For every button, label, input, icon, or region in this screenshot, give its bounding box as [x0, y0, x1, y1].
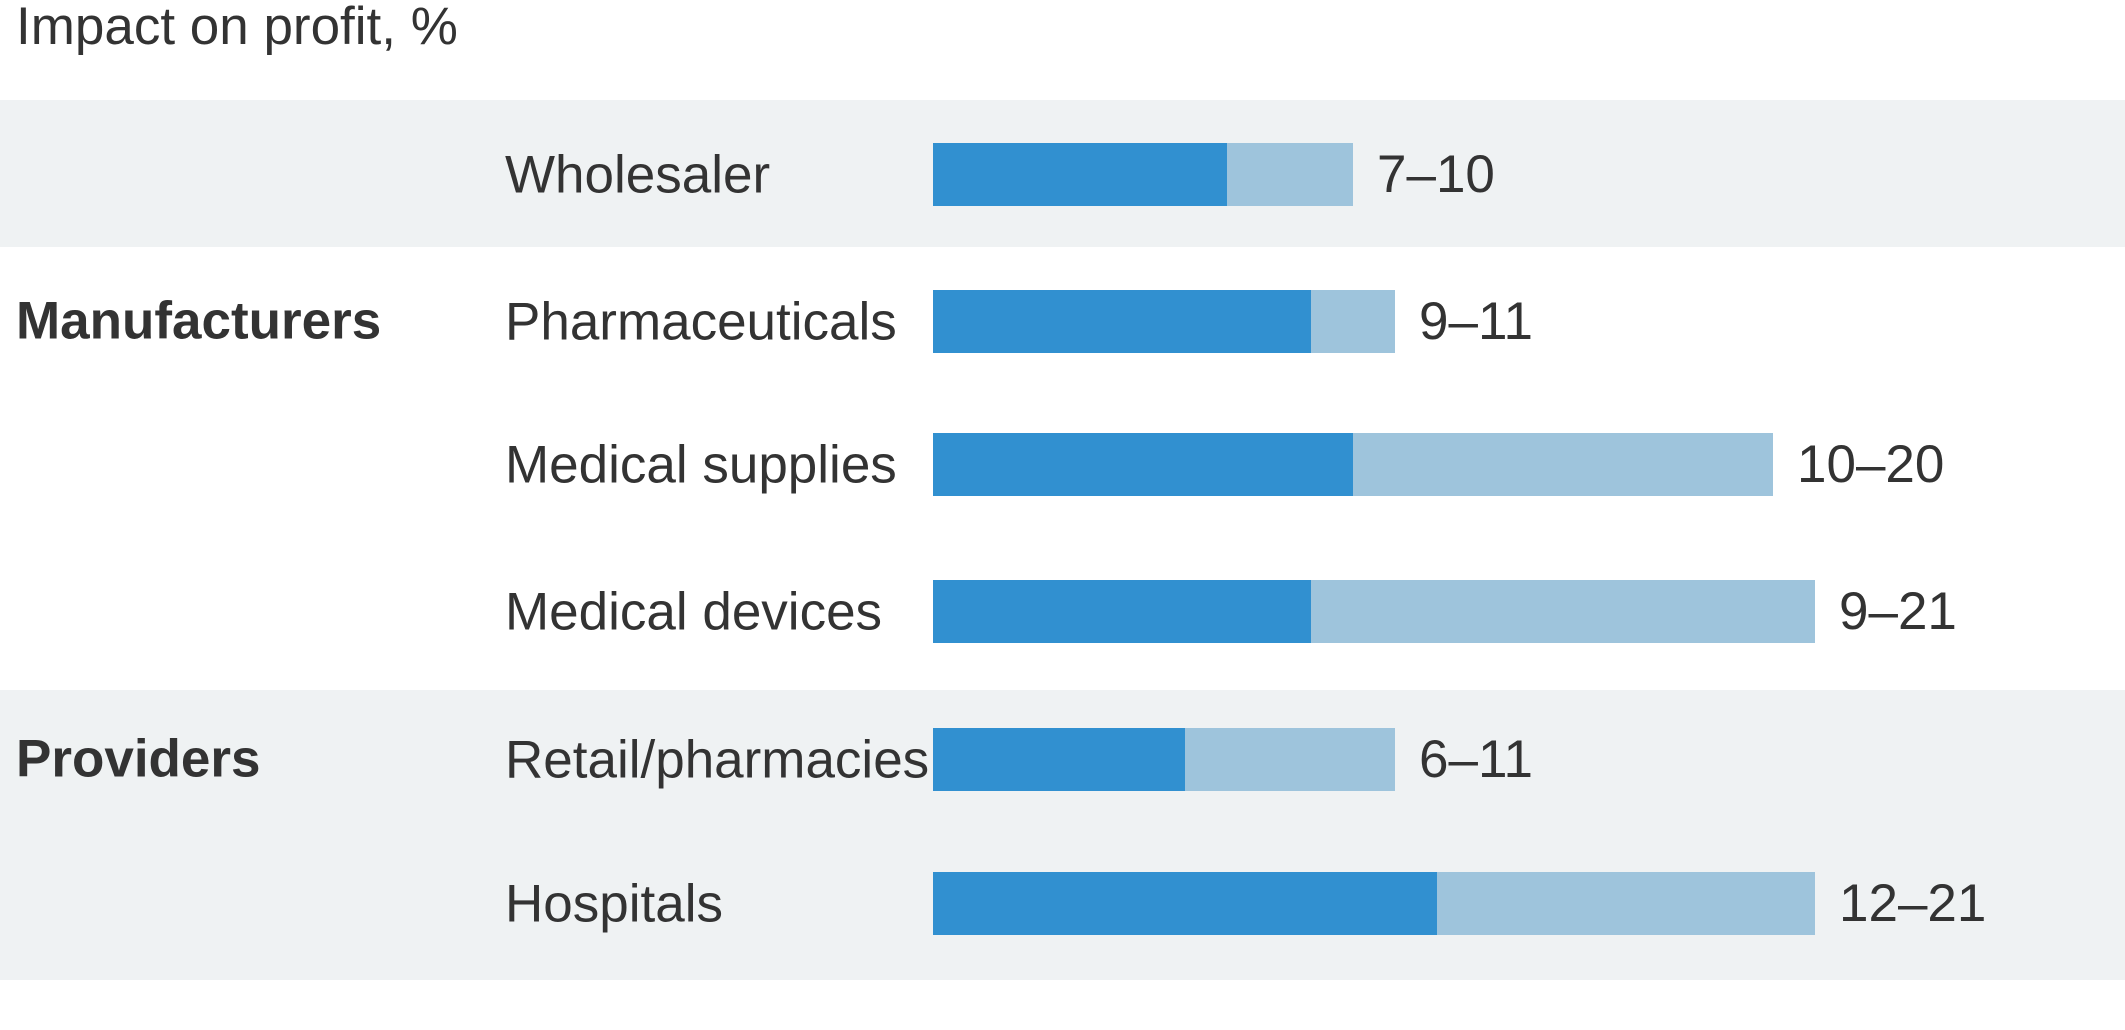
- value-label: 7–10: [1377, 145, 1495, 204]
- value-label: 10–20: [1797, 435, 1945, 494]
- group-label-providers: Providers: [16, 729, 261, 789]
- row-label: Wholesaler: [505, 145, 771, 204]
- bar-segment-range: [1353, 433, 1773, 496]
- chart-row-medical-devices: Medical devices 9–21: [505, 580, 1957, 643]
- row-label: Medical supplies: [505, 435, 897, 494]
- value-label: 9–11: [1419, 292, 1533, 351]
- bar-segment-low: [933, 143, 1227, 206]
- group-label-manufacturers: Manufacturers: [16, 291, 382, 351]
- row-label: Retail/pharmacies: [505, 730, 930, 789]
- row-label: Pharmaceuticals: [505, 292, 897, 351]
- chart-row-hospitals: Hospitals 12–21: [505, 872, 1987, 935]
- bar-segment-low: [933, 728, 1185, 791]
- chart-row-pharmaceuticals: Pharmaceuticals 9–11: [505, 290, 1533, 353]
- bar-segment-range: [1437, 872, 1815, 935]
- bar-segment-range: [1185, 728, 1395, 791]
- value-label: 9–21: [1839, 582, 1957, 641]
- bar-segment-low: [933, 872, 1437, 935]
- value-label: 6–11: [1419, 730, 1533, 789]
- row-label: Hospitals: [505, 874, 723, 933]
- bar-segment-low: [933, 580, 1311, 643]
- chart-row-medical-supplies: Medical supplies 10–20: [505, 433, 1945, 496]
- bar-segment-low: [933, 290, 1311, 353]
- bar-segment-range: [1311, 580, 1815, 643]
- bar-segment-range: [1311, 290, 1395, 353]
- value-label: 12–21: [1839, 874, 1987, 933]
- bar-segment-range: [1227, 143, 1353, 206]
- bar-segment-low: [933, 433, 1353, 496]
- chart-row-retail-pharmacies: Retail/pharmacies 6–11: [505, 728, 1533, 791]
- row-label: Medical devices: [505, 582, 883, 641]
- chart-row-wholesaler: Wholesaler 7–10: [505, 143, 1495, 206]
- chart-title: Impact on profit, %: [16, 0, 458, 56]
